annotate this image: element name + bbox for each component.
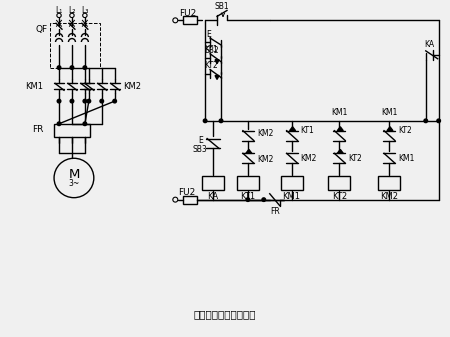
- Bar: [237, 176, 259, 190]
- Polygon shape: [215, 75, 219, 80]
- Text: L₁: L₁: [55, 6, 63, 15]
- Circle shape: [424, 119, 428, 123]
- Circle shape: [219, 119, 223, 123]
- Text: SB1: SB1: [215, 2, 230, 11]
- Circle shape: [203, 119, 207, 123]
- Circle shape: [113, 99, 117, 103]
- Bar: [328, 176, 350, 190]
- Circle shape: [83, 122, 87, 126]
- Text: L₃: L₃: [81, 6, 89, 15]
- Text: SB3: SB3: [193, 145, 207, 154]
- Text: KM2: KM2: [380, 192, 398, 201]
- Text: KT2: KT2: [332, 192, 347, 201]
- Circle shape: [83, 99, 87, 103]
- Text: 定时自动循环控制电路: 定时自动循环控制电路: [194, 309, 256, 319]
- Text: KM1: KM1: [331, 109, 347, 117]
- Text: FU2: FU2: [180, 9, 197, 18]
- Text: KM2: KM2: [257, 155, 273, 164]
- Circle shape: [246, 198, 250, 202]
- Text: L₂: L₂: [68, 6, 76, 15]
- Bar: [183, 17, 197, 24]
- Circle shape: [57, 122, 61, 126]
- Circle shape: [437, 119, 441, 123]
- Circle shape: [100, 99, 104, 103]
- Polygon shape: [215, 60, 219, 64]
- Circle shape: [70, 99, 74, 103]
- Polygon shape: [338, 127, 343, 131]
- Circle shape: [83, 66, 87, 69]
- Text: FU2: FU2: [179, 188, 196, 197]
- Bar: [378, 176, 400, 190]
- Polygon shape: [290, 127, 296, 131]
- Circle shape: [57, 99, 61, 103]
- Text: KM2: KM2: [301, 154, 317, 163]
- Text: KT1: KT1: [204, 45, 218, 54]
- Text: M: M: [68, 167, 80, 181]
- Text: KM2: KM2: [123, 82, 141, 91]
- Text: KM1: KM1: [398, 154, 414, 163]
- Text: QF: QF: [36, 25, 48, 34]
- Text: KM1: KM1: [283, 192, 301, 201]
- Polygon shape: [338, 149, 343, 153]
- Circle shape: [262, 198, 266, 202]
- Text: FR: FR: [32, 125, 43, 134]
- Bar: [50, 23, 100, 68]
- Circle shape: [70, 66, 74, 69]
- Text: KT2: KT2: [348, 154, 362, 163]
- Bar: [54, 124, 90, 136]
- Text: KM1: KM1: [25, 82, 43, 91]
- Polygon shape: [387, 127, 393, 131]
- Polygon shape: [246, 149, 252, 153]
- Text: E: E: [198, 136, 202, 145]
- Bar: [281, 176, 302, 190]
- Text: KA: KA: [207, 192, 219, 201]
- Text: KT2: KT2: [398, 126, 412, 135]
- Bar: [202, 176, 224, 190]
- Text: SB2: SB2: [204, 47, 219, 55]
- Circle shape: [57, 66, 61, 69]
- Circle shape: [87, 99, 90, 103]
- Text: KM2: KM2: [257, 129, 273, 138]
- Text: KT1: KT1: [301, 126, 314, 135]
- Text: 3~: 3~: [68, 179, 80, 188]
- Text: KT2: KT2: [204, 61, 218, 70]
- Text: KM1: KM1: [381, 109, 397, 117]
- Text: KA: KA: [425, 40, 435, 50]
- Text: FR: FR: [270, 207, 279, 216]
- Text: KT1: KT1: [240, 192, 256, 201]
- Bar: [183, 196, 197, 204]
- Text: E: E: [206, 30, 211, 39]
